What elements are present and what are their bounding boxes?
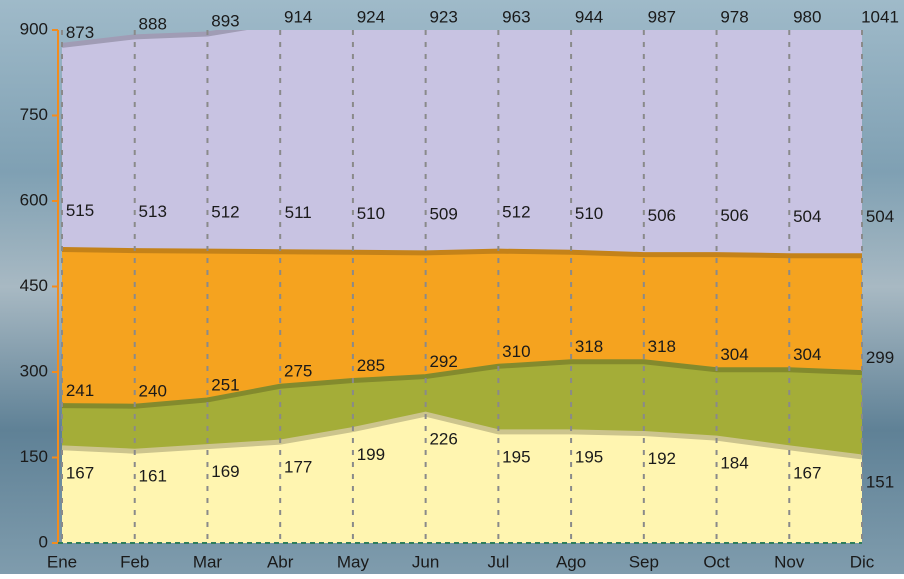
area-edge	[61, 30, 248, 48]
data-label: 240	[139, 382, 167, 401]
data-label: 506	[720, 206, 748, 225]
data-label: 511	[285, 203, 312, 222]
data-label: 318	[648, 337, 676, 356]
data-label: 251	[211, 375, 239, 394]
data-label: 184	[720, 454, 748, 473]
data-label: 510	[357, 204, 385, 223]
area-edge	[61, 411, 863, 460]
x-tick-label: Oct	[703, 552, 730, 571]
x-tick-label: Abr	[267, 552, 294, 571]
data-label: 177	[284, 458, 312, 477]
x-tick-label: Jul	[487, 552, 509, 571]
x-tick-label: Mar	[193, 552, 223, 571]
x-tick-label: May	[337, 552, 370, 571]
x-tick-label: Sep	[629, 552, 659, 571]
y-tick-label: 750	[20, 105, 48, 124]
data-label: 987	[648, 7, 676, 26]
data-label: 167	[793, 463, 821, 482]
x-tick-label: Dic	[850, 552, 875, 571]
data-label: 285	[357, 356, 385, 375]
data-label: 944	[575, 7, 603, 26]
x-tick-label: Feb	[120, 552, 149, 571]
data-label: 310	[502, 342, 530, 361]
y-tick-label: 300	[20, 361, 48, 380]
data-label: 515	[66, 201, 94, 220]
data-label: 292	[429, 352, 457, 371]
data-label: 304	[793, 345, 821, 364]
data-label: 299	[866, 348, 894, 367]
area	[62, 414, 862, 543]
x-tick-label: Jun	[412, 552, 439, 571]
data-label: 914	[284, 7, 312, 26]
data-label: 226	[429, 430, 457, 449]
data-label: 978	[720, 7, 748, 26]
data-label: 195	[502, 447, 530, 466]
area-edge	[61, 359, 863, 409]
y-tick-label: 150	[20, 447, 48, 466]
area-edge	[61, 246, 862, 259]
data-label: 513	[139, 202, 167, 221]
data-label: 504	[793, 207, 821, 226]
data-label: 512	[502, 203, 530, 222]
y-tick-label: 0	[39, 532, 48, 551]
data-label: 510	[575, 204, 603, 223]
data-label: 506	[648, 206, 676, 225]
x-tick-label: Nov	[774, 552, 805, 571]
data-label: 318	[575, 337, 603, 356]
data-label: 512	[211, 203, 239, 222]
data-label: 893	[211, 11, 239, 30]
data-label: 195	[575, 447, 603, 466]
y-tick-label: 600	[20, 190, 48, 209]
data-label: 504	[866, 207, 894, 226]
y-tick-label: 450	[20, 276, 48, 295]
data-label: 199	[357, 445, 385, 464]
data-label: 151	[866, 472, 894, 491]
data-label: 888	[139, 14, 167, 33]
data-label: 167	[66, 463, 94, 482]
data-label: 192	[648, 449, 676, 468]
data-label: 241	[66, 381, 94, 400]
data-label: 275	[284, 362, 312, 381]
y-tick-label: 900	[20, 19, 48, 38]
data-label: 924	[357, 7, 385, 26]
x-tick-label: Ago	[556, 552, 586, 571]
data-label: 963	[502, 7, 530, 26]
x-tick-label: Ene	[47, 552, 77, 571]
data-label: 980	[793, 7, 821, 26]
data-label: 923	[429, 7, 457, 26]
data-label: 169	[211, 462, 239, 481]
plot-area	[61, 30, 863, 543]
data-label: 1041	[861, 7, 899, 26]
data-label: 873	[66, 23, 94, 42]
data-label: 161	[139, 467, 167, 486]
data-label: 304	[720, 345, 748, 364]
data-label: 509	[429, 204, 457, 223]
